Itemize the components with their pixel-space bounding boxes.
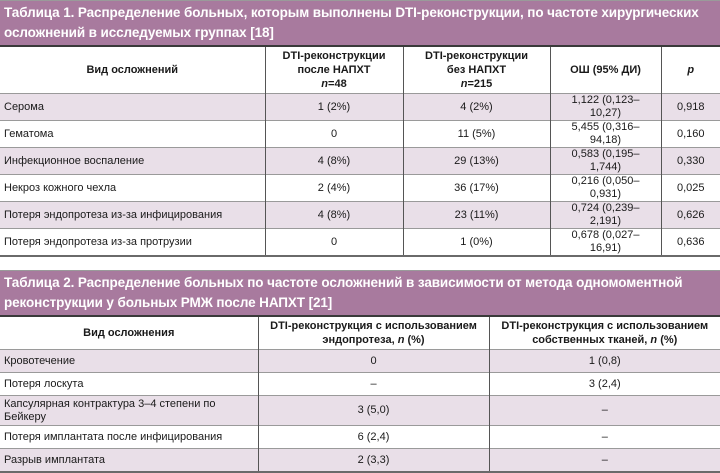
table-row: Некроз кожного чехла 2 (4%) 36 (17%) 0,2… bbox=[0, 174, 720, 202]
cell-or: 1,122 (0,123–10,27) bbox=[549, 93, 661, 121]
table-row: Потеря эндопротеза из-за протрузии 0 1 (… bbox=[0, 228, 720, 257]
table-row: Потеря эндопротеза из-за инфицирования 4… bbox=[0, 201, 720, 229]
table-row: Разрыв имплантата 2 (3,3) – bbox=[0, 448, 720, 473]
header-p-value: p bbox=[660, 46, 720, 94]
header-after-napkht: DTI-реконструкции после НАПХТ n=48 bbox=[264, 46, 403, 94]
header-odds-ratio: ОШ (95% ДИ) bbox=[549, 46, 661, 94]
cell-p: 0,330 bbox=[660, 147, 720, 175]
table-spacer bbox=[0, 257, 720, 270]
cell-type: Инфекционное воспаление bbox=[0, 147, 265, 175]
cell-without: 1 (0%) bbox=[402, 228, 550, 257]
cell-own: 3 (2,4) bbox=[488, 372, 720, 396]
cell-or: 0,583 (0,195–1,744) bbox=[549, 147, 661, 175]
cell-or: 0,216 (0,050–0,931) bbox=[549, 174, 661, 202]
cell-or: 0,678 (0,027–16,91) bbox=[549, 228, 661, 257]
cell-type: Потеря лоскута bbox=[0, 372, 258, 396]
cell-type: Кровотечение bbox=[0, 349, 258, 373]
cell-implant: 2 (3,3) bbox=[257, 448, 489, 473]
cell-own: – bbox=[488, 448, 720, 473]
cell-type: Капсулярная контрактура 3–4 степени по Б… bbox=[0, 395, 258, 426]
cell-p: 0,918 bbox=[660, 93, 720, 121]
table-row: Кровотечение 0 1 (0,8) bbox=[0, 349, 720, 373]
table-1-title: Таблица 1. Распределение больных, которы… bbox=[0, 0, 720, 47]
header-without-napkht: DTI-реконструкции без НАПХТ n=215 bbox=[402, 46, 550, 94]
table-row: Гематома 0 11 (5%) 5,455 (0,316–94,18) 0… bbox=[0, 120, 720, 148]
cell-p: 0,626 bbox=[660, 201, 720, 229]
table-1-header-row: Вид осложнений DTI-реконструкции после Н… bbox=[0, 46, 720, 94]
cell-own: – bbox=[488, 395, 720, 426]
cell-after: 2 (4%) bbox=[264, 174, 403, 202]
table-2-header-row: Вид осложнения DTI-реконструкция с испол… bbox=[0, 316, 720, 350]
cell-implant: 3 (5,0) bbox=[257, 395, 489, 426]
cell-own: 1 (0,8) bbox=[488, 349, 720, 373]
table-1: Таблица 1. Распределение больных, которы… bbox=[0, 0, 720, 257]
cell-type: Потеря эндопротеза из-за инфицирования bbox=[0, 201, 265, 229]
cell-after: 0 bbox=[264, 120, 403, 148]
table-row: Серома 1 (2%) 4 (2%) 1,122 (0,123–10,27)… bbox=[0, 93, 720, 121]
cell-without: 36 (17%) bbox=[402, 174, 550, 202]
cell-after: 0 bbox=[264, 228, 403, 257]
cell-or: 0,724 (0,239–2,191) bbox=[549, 201, 661, 229]
table-row: Потеря имплантата после инфицирования 6 … bbox=[0, 425, 720, 449]
cell-after: 1 (2%) bbox=[264, 93, 403, 121]
header-implant-reconstruction: DTI-реконструкция с использованием эндоп… bbox=[257, 316, 489, 350]
cell-or: 5,455 (0,316–94,18) bbox=[549, 120, 661, 148]
cell-type: Разрыв имплантата bbox=[0, 448, 258, 473]
header-complication-type: Вид осложнения bbox=[0, 316, 258, 350]
cell-implant: 0 bbox=[257, 349, 489, 373]
header-complication-type: Вид осложнений bbox=[0, 46, 265, 94]
cell-type: Серома bbox=[0, 93, 265, 121]
cell-p: 0,636 bbox=[660, 228, 720, 257]
table-2: Таблица 2. Распределение больных по част… bbox=[0, 270, 720, 473]
cell-p: 0,025 bbox=[660, 174, 720, 202]
cell-p: 0,160 bbox=[660, 120, 720, 148]
cell-type: Некроз кожного чехла bbox=[0, 174, 265, 202]
table-row: Капсулярная контрактура 3–4 степени по Б… bbox=[0, 395, 720, 426]
table-row: Потеря лоскута – 3 (2,4) bbox=[0, 372, 720, 396]
table-row: Инфекционное воспаление 4 (8%) 29 (13%) … bbox=[0, 147, 720, 175]
cell-without: 23 (11%) bbox=[402, 201, 550, 229]
cell-after: 4 (8%) bbox=[264, 201, 403, 229]
table-2-title: Таблица 2. Распределение больных по част… bbox=[0, 270, 720, 317]
cell-type: Гематома bbox=[0, 120, 265, 148]
cell-without: 4 (2%) bbox=[402, 93, 550, 121]
cell-without: 29 (13%) bbox=[402, 147, 550, 175]
cell-type: Потеря имплантата после инфицирования bbox=[0, 425, 258, 449]
cell-after: 4 (8%) bbox=[264, 147, 403, 175]
cell-without: 11 (5%) bbox=[402, 120, 550, 148]
cell-implant: – bbox=[257, 372, 489, 396]
cell-type: Потеря эндопротеза из-за протрузии bbox=[0, 228, 265, 257]
cell-own: – bbox=[488, 425, 720, 449]
cell-implant: 6 (2,4) bbox=[257, 425, 489, 449]
header-own-tissue-reconstruction: DTI-реконструкция с использованием собст… bbox=[488, 316, 720, 350]
